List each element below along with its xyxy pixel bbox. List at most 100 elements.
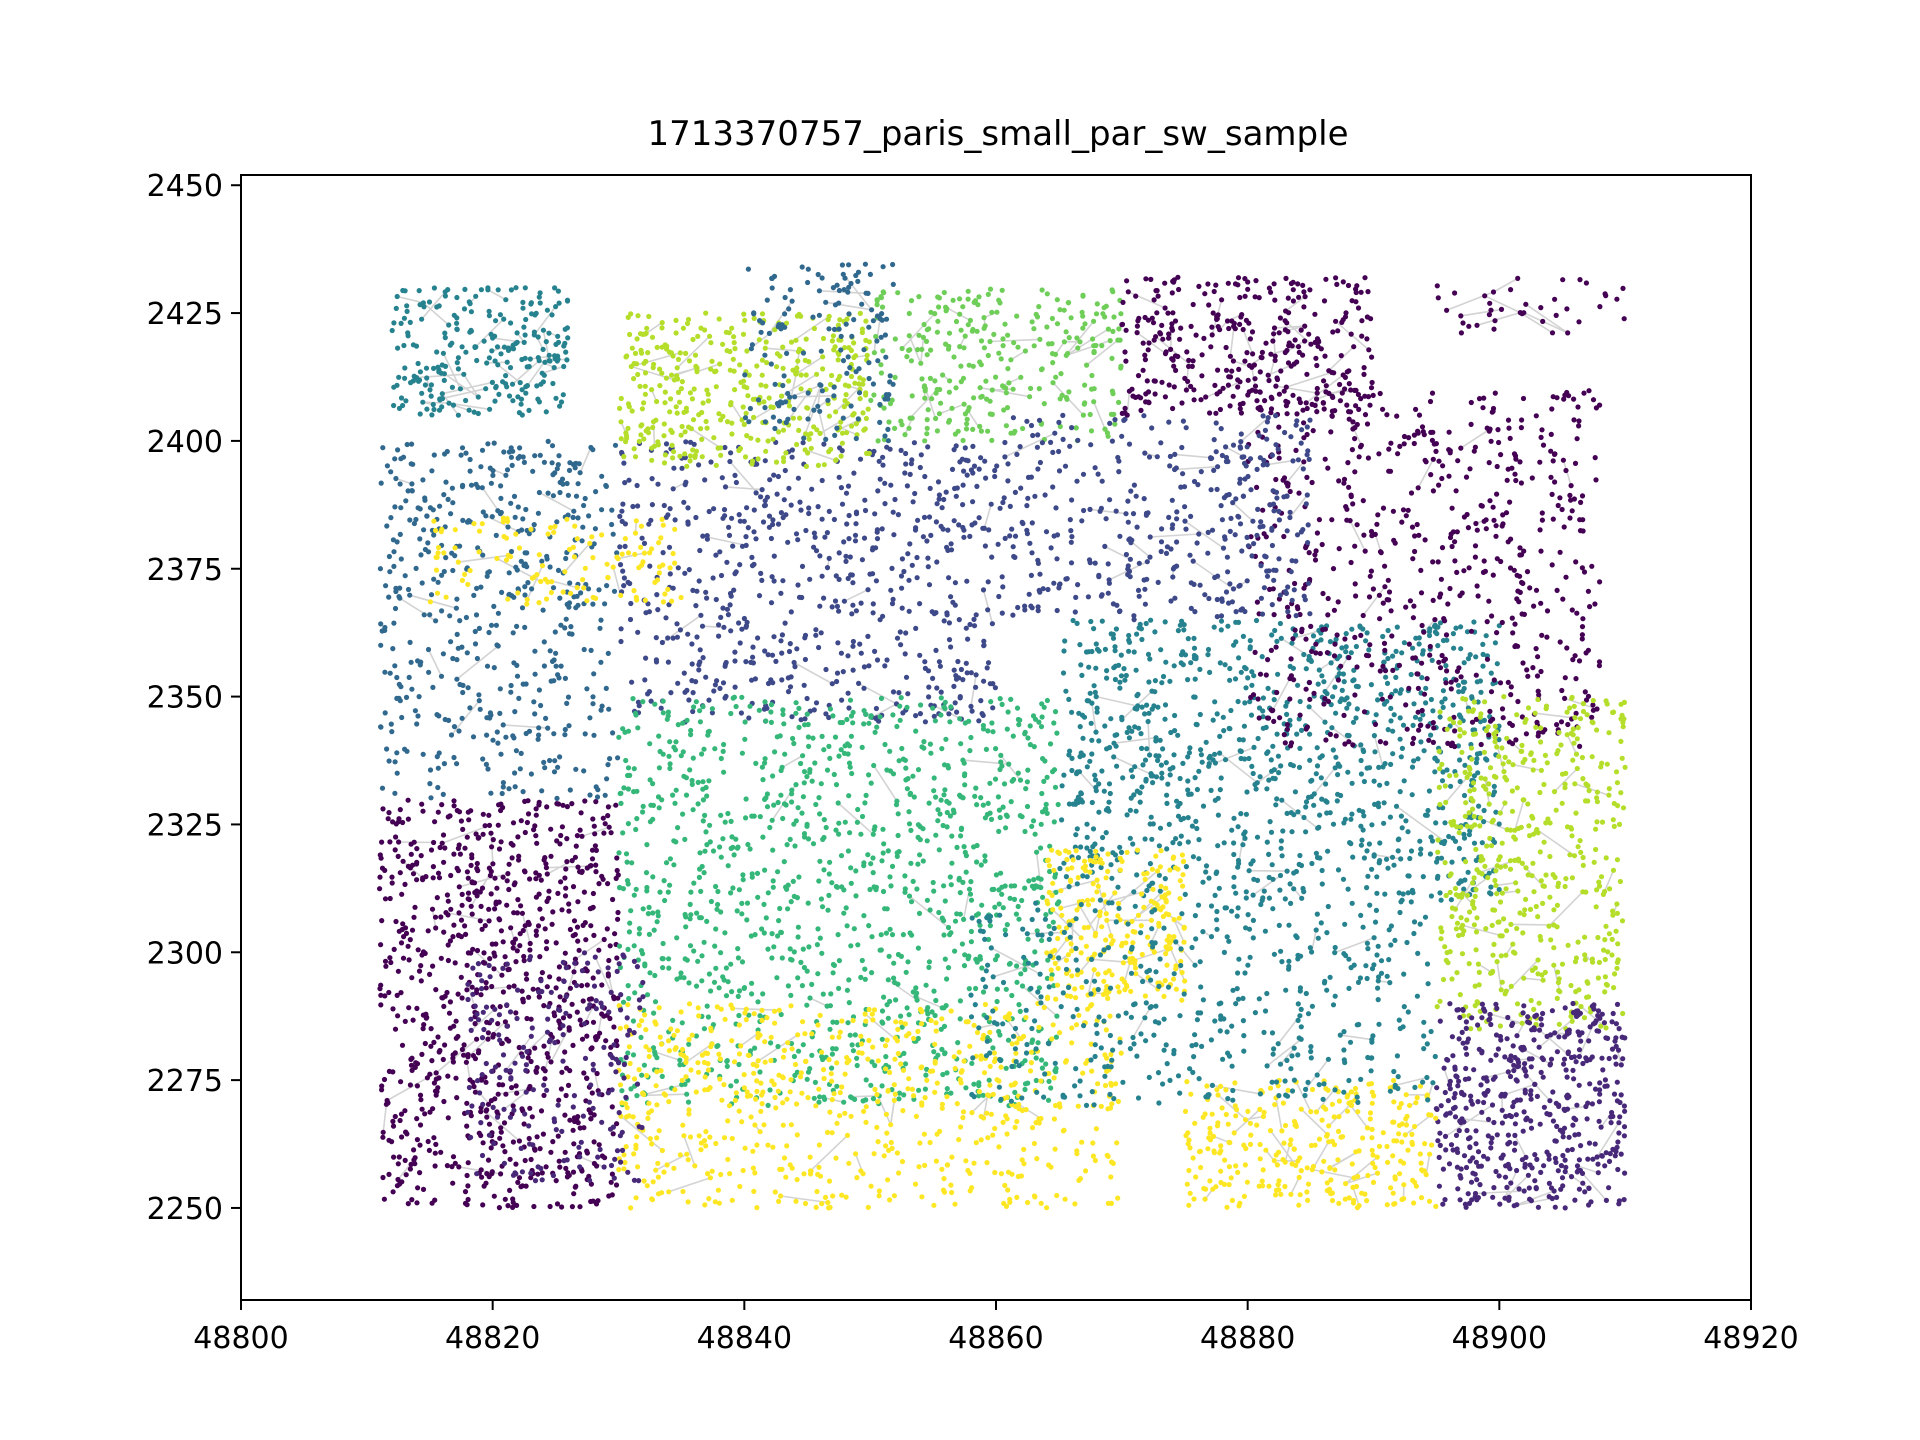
data-point-1241 <box>593 784 599 790</box>
data-point-3387 <box>697 708 703 714</box>
data-point-1125 <box>488 790 494 796</box>
data-point-4207 <box>1458 624 1464 630</box>
data-point-747 <box>428 1043 434 1049</box>
data-point-4072 <box>689 777 695 784</box>
data-point-2305 <box>708 366 714 372</box>
data-point-343 <box>614 867 620 874</box>
data-point-498 <box>562 893 569 899</box>
data-point-3757 <box>793 710 799 716</box>
data-point-2098 <box>793 531 800 537</box>
data-point-2224 <box>858 600 864 606</box>
data-point-1254 <box>464 650 470 656</box>
data-point-64 <box>432 1163 438 1169</box>
data-point-4125 <box>778 767 784 774</box>
data-point-255 <box>523 971 529 977</box>
data-point-1789 <box>856 680 862 687</box>
data-point-4097 <box>853 868 859 874</box>
data-point-2262 <box>957 695 963 701</box>
data-point-1220 <box>609 507 615 513</box>
data-point-490 <box>504 878 510 884</box>
edge-155 <box>781 755 803 769</box>
data-point-586 <box>379 839 385 845</box>
data-point-1321 <box>503 472 509 478</box>
data-point-3569 <box>939 1046 945 1052</box>
data-point-1240 <box>585 586 592 592</box>
data-point-759 <box>594 1163 600 1169</box>
data-point-4103 <box>763 718 769 724</box>
data-point-1917 <box>713 552 719 558</box>
data-point-3962 <box>755 894 761 900</box>
data-point-2902 <box>977 423 983 429</box>
data-point-369 <box>386 810 392 816</box>
data-point-2802 <box>934 428 941 434</box>
data-point-1924 <box>782 467 788 474</box>
data-point-3614 <box>993 872 1000 878</box>
data-point-2513 <box>618 395 624 402</box>
data-point-1379 <box>500 722 506 728</box>
data-point-2939 <box>1005 332 1011 338</box>
data-point-888 <box>458 917 465 923</box>
data-point-3634 <box>656 805 662 811</box>
data-point-2792 <box>991 331 997 337</box>
data-point-2492 <box>755 456 761 462</box>
edge-343 <box>1052 938 1068 958</box>
data-point-3568 <box>1046 923 1052 929</box>
data-point-2602 <box>839 440 846 446</box>
data-point-3461 <box>974 802 980 808</box>
data-point-2269 <box>924 538 930 544</box>
data-point-1609 <box>403 398 409 404</box>
data-point-3742 <box>1008 883 1014 889</box>
data-point-3662 <box>763 795 769 801</box>
data-point-38 <box>570 1169 577 1175</box>
data-point-3620 <box>695 779 701 786</box>
data-point-3793 <box>1046 1078 1052 1084</box>
data-point-1141 <box>522 550 528 556</box>
edge-29 <box>546 865 591 869</box>
data-point-718 <box>418 963 424 969</box>
data-point-3521 <box>740 872 746 878</box>
data-point-1418 <box>446 322 452 328</box>
data-point-868 <box>541 857 547 863</box>
data-point-2192 <box>741 615 748 622</box>
data-point-3975 <box>804 1002 810 1008</box>
data-point-1151 <box>409 488 415 494</box>
data-point-3202 <box>633 886 639 892</box>
data-point-1836 <box>843 553 849 559</box>
data-point-970 <box>448 639 454 645</box>
data-point-4487 <box>1240 842 1246 848</box>
data-point-686 <box>469 879 475 885</box>
data-point-824 <box>491 966 497 972</box>
data-point-3474 <box>1012 1089 1018 1095</box>
edge-250 <box>1174 453 1211 459</box>
data-point-1274 <box>468 482 475 488</box>
data-point-54 <box>592 831 598 837</box>
data-point-813 <box>408 1161 414 1167</box>
data-point-2064 <box>931 713 937 719</box>
data-point-1941 <box>951 667 957 673</box>
edge-116 <box>688 426 721 449</box>
data-point-1971 <box>912 490 918 497</box>
data-point-2146 <box>964 472 970 478</box>
data-point-596 <box>492 875 498 881</box>
data-point-4412 <box>1145 718 1151 725</box>
data-point-3647 <box>1056 899 1062 905</box>
data-point-3928 <box>712 746 718 752</box>
data-point-1266 <box>415 713 421 719</box>
data-point-907 <box>531 699 537 705</box>
data-point-3690 <box>1029 1039 1035 1045</box>
data-point-3039 <box>743 796 749 802</box>
edge-438 <box>503 1091 527 1110</box>
data-point-589 <box>398 1079 404 1085</box>
data-point-501 <box>613 875 619 882</box>
data-point-1546 <box>519 387 525 393</box>
data-point-1101 <box>582 495 588 502</box>
data-point-1497 <box>467 301 473 307</box>
data-point-1271 <box>550 585 557 591</box>
data-point-1913 <box>725 612 732 618</box>
data-point-333 <box>459 995 465 1001</box>
data-point-405 <box>378 982 384 988</box>
data-point-3125 <box>874 724 880 730</box>
data-point-3936 <box>715 1043 721 1049</box>
data-point-2658 <box>727 367 733 373</box>
data-point-1100 <box>391 563 397 570</box>
